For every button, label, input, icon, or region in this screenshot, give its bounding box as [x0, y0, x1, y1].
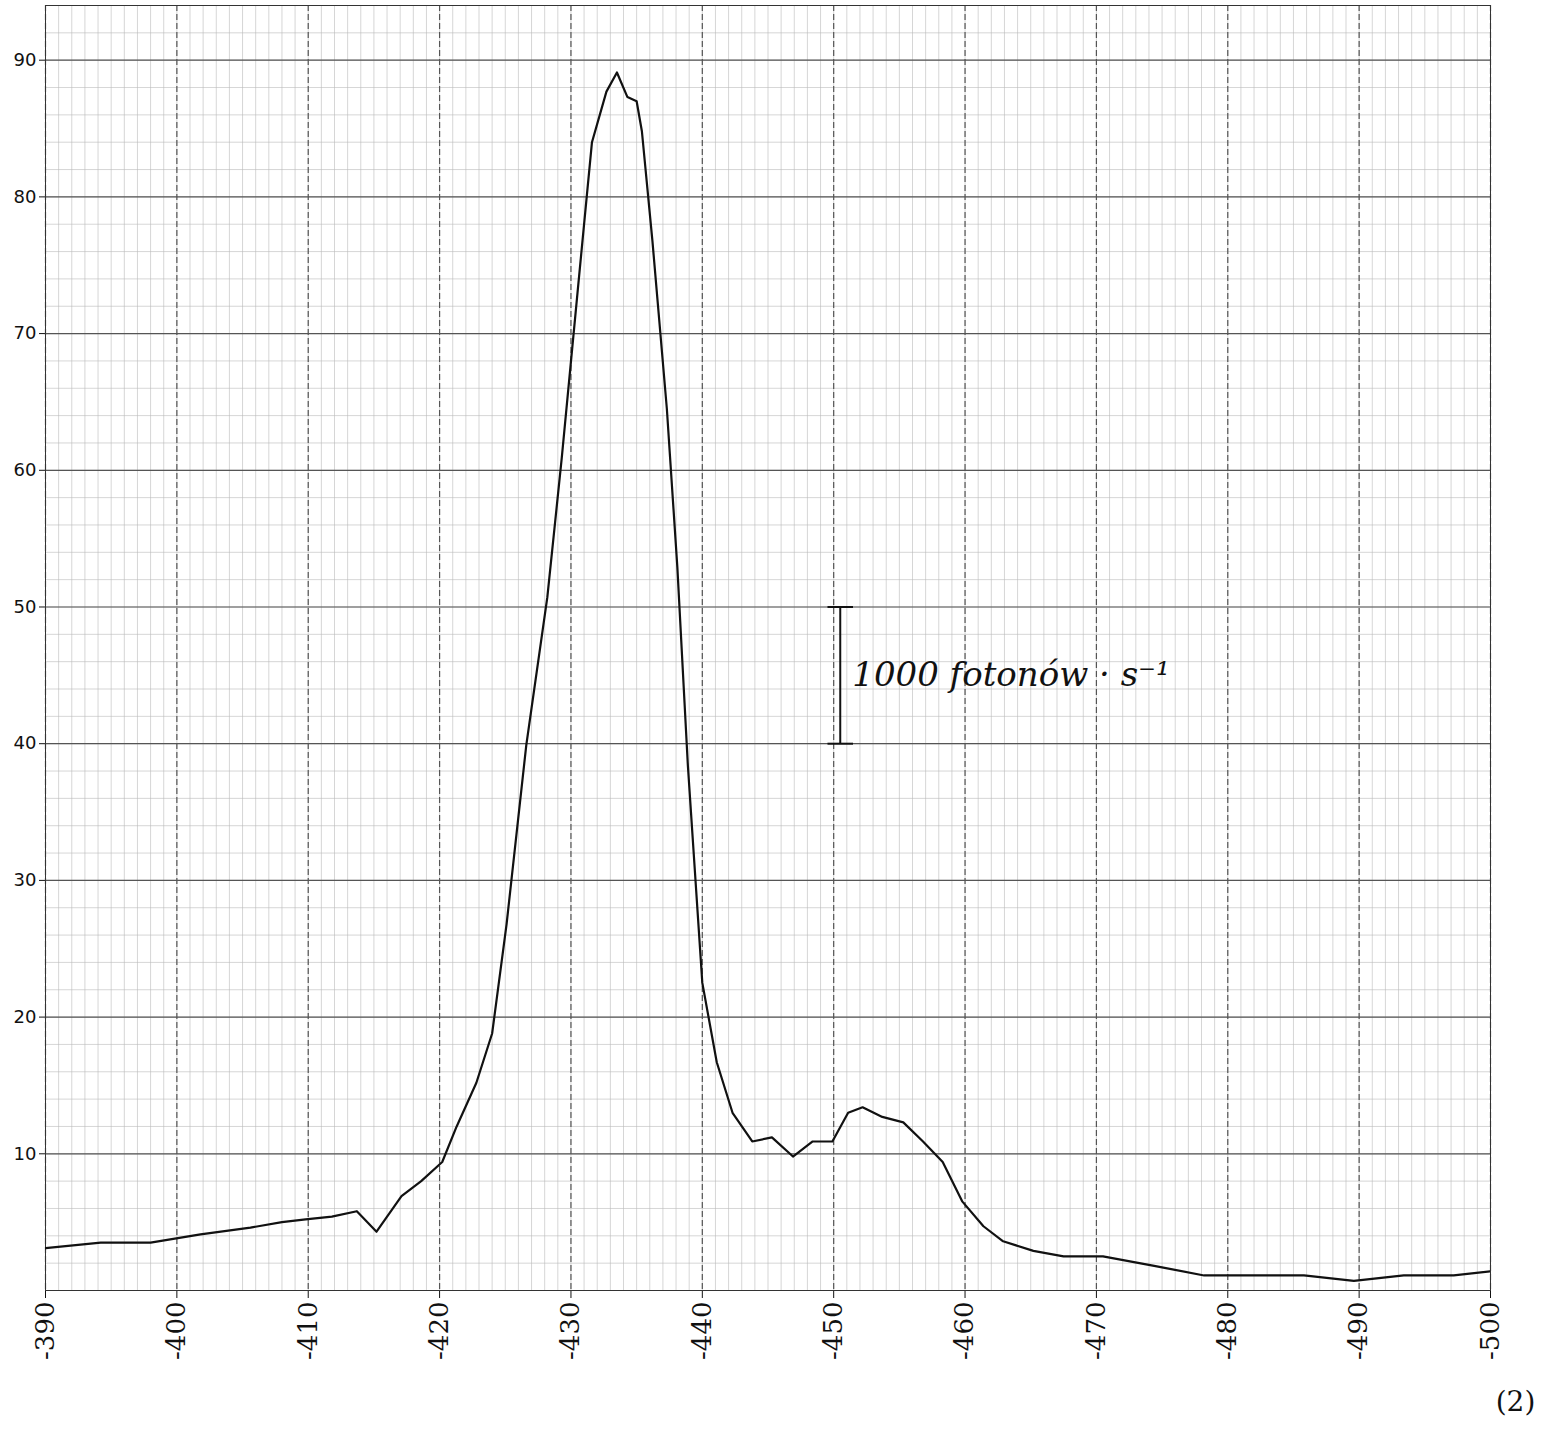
- svg-text:-390: -390: [30, 1302, 60, 1360]
- svg-text:-420: -420: [424, 1302, 454, 1360]
- svg-text:-400: -400: [161, 1302, 191, 1360]
- svg-text:(2): (2): [1496, 1385, 1536, 1418]
- svg-text:-430: -430: [555, 1302, 585, 1360]
- svg-text:-490: -490: [1343, 1302, 1373, 1360]
- svg-text:-460: -460: [949, 1302, 979, 1360]
- svg-text:70: 70: [14, 322, 37, 343]
- svg-text:1000 fotonów · s⁻¹: 1000 fotonów · s⁻¹: [852, 654, 1169, 694]
- svg-text:40: 40: [14, 732, 37, 753]
- svg-text:-450: -450: [818, 1302, 848, 1360]
- svg-text:80: 80: [14, 186, 37, 207]
- svg-text:60: 60: [14, 459, 37, 480]
- svg-text:30: 30: [14, 869, 37, 890]
- svg-text:-500: -500: [1475, 1302, 1505, 1360]
- svg-text:90: 90: [14, 49, 37, 70]
- svg-text:-480: -480: [1212, 1302, 1242, 1360]
- svg-text:-410: -410: [293, 1302, 323, 1360]
- svg-text:-440: -440: [687, 1302, 717, 1360]
- svg-text:-470: -470: [1081, 1302, 1111, 1360]
- svg-text:50: 50: [14, 596, 37, 617]
- svg-text:10: 10: [14, 1143, 37, 1164]
- svg-text:20: 20: [14, 1006, 37, 1027]
